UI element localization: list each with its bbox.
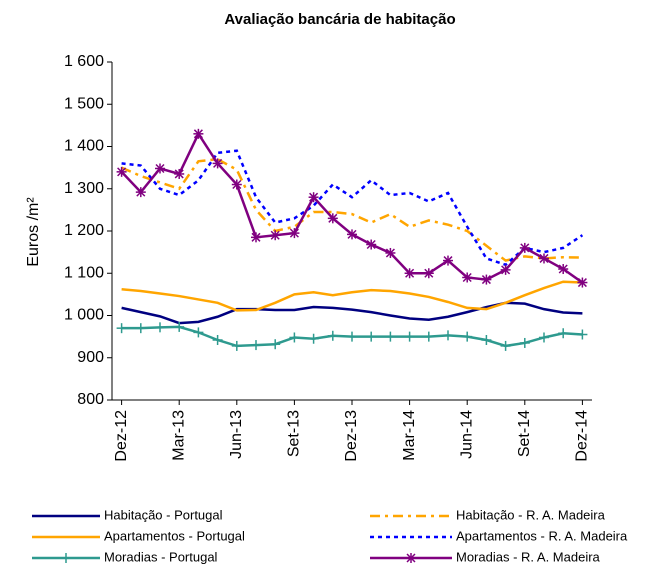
legend-label: Habitação - Portugal <box>104 507 223 522</box>
marker <box>366 239 377 250</box>
legend-marker <box>406 553 416 563</box>
y-tick-label: 1 100 <box>64 264 104 281</box>
marker <box>347 229 357 240</box>
x-tick-label: Dez-14 <box>574 410 591 462</box>
x-tick-label: Dez-12 <box>113 410 130 462</box>
marker <box>558 328 569 339</box>
marker <box>404 268 415 279</box>
marker <box>577 329 588 340</box>
marker <box>558 264 569 275</box>
marker <box>308 333 319 344</box>
marker <box>289 332 300 343</box>
marker <box>212 335 223 346</box>
chart-title: Avaliação bancária de habitação <box>224 11 455 28</box>
marker <box>135 187 146 198</box>
marker <box>231 340 242 351</box>
marker <box>481 274 492 285</box>
x-tick-label: Jun-14 <box>458 410 475 459</box>
marker <box>193 327 204 338</box>
marker <box>327 330 338 341</box>
marker <box>135 323 146 334</box>
y-tick-label: 1 000 <box>64 307 104 324</box>
y-tick-label: 1 200 <box>64 222 104 239</box>
marker <box>212 158 223 169</box>
marker <box>327 213 338 224</box>
marker <box>308 192 319 203</box>
marker <box>423 268 434 279</box>
marker <box>462 272 473 283</box>
y-tick-label: 1 600 <box>64 53 104 70</box>
marker <box>443 255 453 266</box>
marker <box>174 321 185 332</box>
series-line <box>121 301 583 325</box>
legend-label: Moradias - R. A. Madeira <box>456 549 601 564</box>
marker <box>366 331 377 342</box>
legend-label: Apartamentos - R. A. Madeira <box>456 528 628 543</box>
marker <box>116 166 127 177</box>
marker <box>270 339 281 350</box>
x-tick-label: Set-14 <box>516 410 533 457</box>
marker <box>500 340 511 351</box>
y-tick-label: 900 <box>77 349 104 366</box>
marker <box>193 128 204 139</box>
x-tick-label: Jun-13 <box>228 410 245 459</box>
series-line <box>120 131 584 284</box>
series-line <box>121 280 583 312</box>
y-tick-label: 1 400 <box>64 138 104 155</box>
x-tick-label: Mar-13 <box>170 410 187 461</box>
marker <box>385 247 396 258</box>
marker <box>423 331 434 342</box>
marker <box>539 332 549 343</box>
x-tick-label: Mar-14 <box>401 410 418 461</box>
marker <box>519 337 530 348</box>
legend-label: Habitação - R. A. Madeira <box>456 507 606 522</box>
legend-label: Moradias - Portugal <box>104 549 218 564</box>
legend-label: Apartamentos - Portugal <box>104 528 245 543</box>
x-tick-label: Dez-13 <box>343 410 360 462</box>
marker <box>462 331 473 342</box>
y-tick-label: 1 300 <box>64 180 104 197</box>
marker <box>500 264 511 275</box>
marker <box>577 277 588 288</box>
marker <box>443 330 453 341</box>
marker <box>270 230 281 241</box>
marker <box>289 228 300 239</box>
marker <box>116 323 127 334</box>
y-axis-label: Euros /m² <box>25 197 42 267</box>
y-tick-label: 800 <box>77 391 104 408</box>
marker <box>404 331 415 342</box>
marker <box>347 331 357 342</box>
marker <box>251 232 261 243</box>
series-line <box>121 149 584 267</box>
legend-marker <box>61 553 71 563</box>
y-tick-label: 1 500 <box>64 95 104 112</box>
marker <box>519 242 530 253</box>
marker <box>174 168 185 179</box>
marker <box>155 322 165 333</box>
marker <box>385 331 396 342</box>
marker <box>539 253 549 264</box>
marker <box>481 335 492 346</box>
marker <box>251 340 261 351</box>
x-tick-label: Set-13 <box>286 410 303 457</box>
marker <box>155 163 165 174</box>
marker <box>231 179 242 190</box>
series-line <box>121 157 583 262</box>
